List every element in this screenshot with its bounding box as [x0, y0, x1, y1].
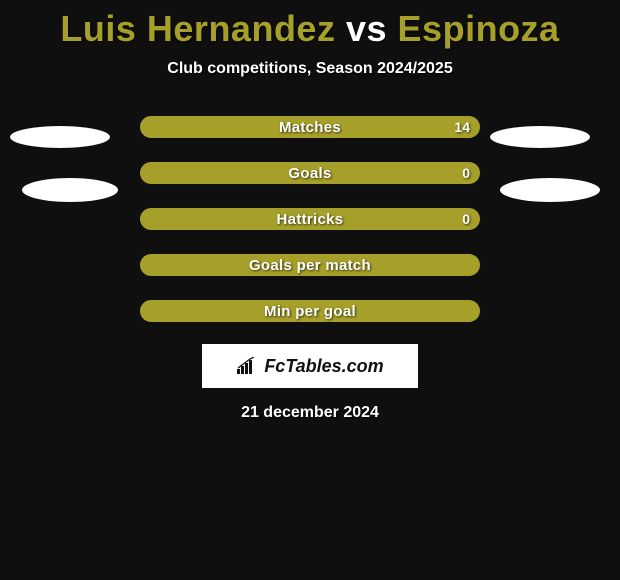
stat-row: Goals0 [140, 162, 480, 184]
comparison-card: Luis Hernandez vs Espinoza Club competit… [0, 0, 620, 580]
stat-row: Hattricks0 [140, 208, 480, 230]
footer-logo: FcTables.com [202, 344, 418, 388]
stat-value-right: 14 [454, 116, 470, 138]
footer-logo-text: FcTables.com [264, 356, 383, 377]
stat-row: Min per goal [140, 300, 480, 322]
subtitle: Club competitions, Season 2024/2025 [0, 60, 620, 78]
player2-name: Espinoza [398, 8, 560, 49]
stat-value-right: 0 [462, 162, 470, 184]
stat-label: Hattricks [140, 208, 480, 230]
vs-text: vs [346, 8, 387, 49]
stat-label: Min per goal [140, 300, 480, 322]
stat-value-right: 0 [462, 208, 470, 230]
bar-chart-icon [236, 357, 258, 375]
page-title: Luis Hernandez vs Espinoza [0, 0, 620, 54]
decorative-ellipse [22, 178, 118, 202]
stat-row: Goals per match [140, 254, 480, 276]
decorative-ellipse [490, 126, 590, 148]
stat-label: Goals [140, 162, 480, 184]
stat-label: Matches [140, 116, 480, 138]
stat-row: Matches14 [140, 116, 480, 138]
decorative-ellipse [500, 178, 600, 202]
player1-name: Luis Hernandez [60, 8, 335, 49]
decorative-ellipse [10, 126, 110, 148]
footer-date: 21 december 2024 [0, 404, 620, 422]
stat-label: Goals per match [140, 254, 480, 276]
